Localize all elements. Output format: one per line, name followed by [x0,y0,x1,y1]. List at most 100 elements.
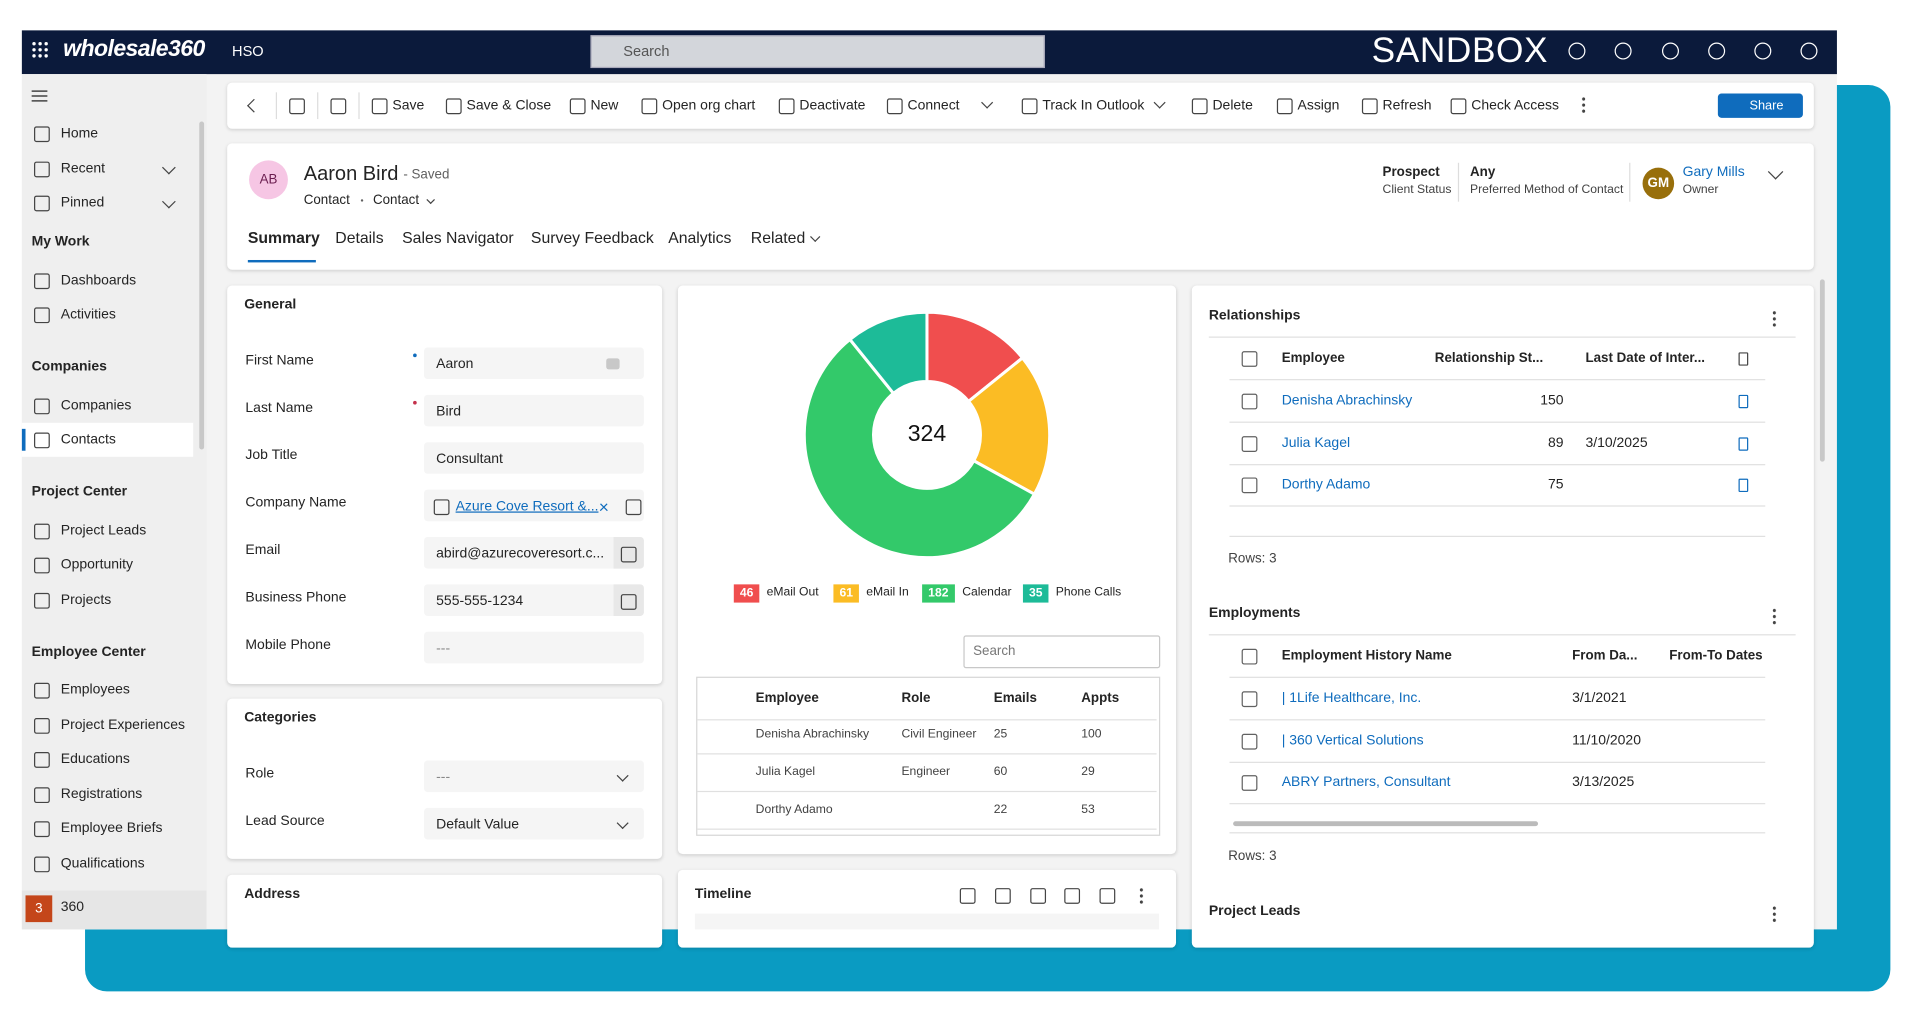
owner-name[interactable]: Gary Mills [1682,165,1745,180]
timeline-search[interactable] [694,913,1160,930]
donut-segment[interactable] [966,355,1052,497]
record-link[interactable]: | 360 Vertical Solutions [1281,733,1424,748]
icon[interactable] [34,523,50,539]
icon[interactable] [641,98,658,115]
nav-item[interactable]: Projects [60,592,112,607]
top-icon[interactable] [1661,42,1679,60]
icon[interactable] [1064,888,1081,904]
command[interactable]: Connect [907,98,960,113]
field-box[interactable] [424,394,644,427]
nav-item[interactable]: Pinned [60,195,105,211]
app-launcher[interactable] [32,41,49,58]
tab[interactable]: Analytics [668,228,732,247]
field-value[interactable]: Azure Cove Resort &... [455,499,599,514]
icon[interactable] [34,307,50,324]
icon[interactable] [886,98,903,115]
icon[interactable] [1450,98,1467,115]
nav-item[interactable]: Opportunity [60,557,133,573]
hamburger[interactable] [31,89,49,104]
dropdown[interactable] [981,96,994,109]
record-link[interactable]: Denisha Abrachinsky [1281,393,1413,409]
field-box[interactable] [424,442,644,474]
form-chevron[interactable] [426,195,435,205]
icon[interactable] [34,432,50,449]
icon[interactable] [34,126,50,143]
icon[interactable] [959,888,976,904]
nav-item[interactable]: Employees [60,682,130,698]
global-search[interactable] [590,35,1045,69]
icon[interactable] [445,98,462,115]
icon[interactable] [569,98,586,115]
icon[interactable] [34,195,50,212]
command[interactable]: Save [392,98,425,113]
legend-value[interactable]: 35 [1022,584,1049,603]
column-header[interactable]: Employment History Name [1281,648,1452,664]
kebab[interactable] [1772,905,1777,923]
column-header[interactable]: Last Date of Inter... [1585,351,1706,366]
table-search[interactable] [963,635,1161,669]
tab[interactable]: Details [335,228,384,247]
icon[interactable] [34,682,50,699]
nav-item[interactable]: Project Leads [60,523,147,538]
nav-item[interactable]: Registrations [60,786,143,802]
command[interactable]: Refresh [1382,98,1432,113]
checkbox[interactable] [1241,393,1258,410]
icon[interactable] [34,397,50,414]
overflow[interactable] [1581,95,1586,113]
header-icon[interactable] [1738,352,1749,366]
checkbox[interactable] [1241,351,1258,367]
command[interactable]: Open org chart [662,98,756,113]
record-link[interactable]: | 1Life Healthcare, Inc. [1281,691,1422,706]
kebab[interactable] [1139,886,1144,904]
nav-item[interactable]: Educations [60,752,130,767]
row-icon[interactable] [1738,478,1749,493]
top-icon[interactable] [1708,42,1726,60]
checkbox[interactable] [1241,435,1258,452]
checkbox[interactable] [1241,648,1258,665]
nav-item[interactable]: Companies [60,397,132,413]
icon[interactable] [34,786,50,803]
kebab[interactable] [1772,309,1777,327]
icon[interactable] [371,98,388,115]
field-action[interactable] [613,584,644,616]
icon[interactable] [1361,98,1378,115]
tab[interactable]: Survey Feedback [530,228,654,247]
tab[interactable]: Sales Navigator [402,228,514,247]
record-link[interactable]: Julia Kagel [1281,435,1351,451]
field-box[interactable] [424,584,644,616]
share-button[interactable] [1717,93,1803,118]
icon[interactable] [1021,98,1038,115]
record-link[interactable]: ABRY Partners, Consultant [1281,775,1451,790]
icon[interactable] [1191,98,1208,115]
tab-chevron[interactable] [810,231,821,243]
icon[interactable] [625,499,642,516]
icon[interactable] [34,855,50,872]
area-switcher[interactable] [21,890,207,930]
icon[interactable] [1099,888,1116,904]
icon[interactable] [34,821,50,838]
donut-segment[interactable] [847,310,929,396]
nav-item[interactable]: Home [60,126,99,141]
tab[interactable]: Summary [247,228,320,247]
dropdown[interactable] [1153,96,1166,109]
field-box[interactable] [424,489,644,522]
column-header[interactable]: From Da... [1572,648,1638,664]
command[interactable]: New [590,98,619,113]
icon[interactable] [289,98,305,115]
field-box[interactable] [424,631,644,664]
nav-item[interactable]: Activities [60,307,116,322]
legend-value[interactable]: 182 [922,584,955,603]
nav-item[interactable]: Employee Briefs [60,821,163,836]
row-icon[interactable] [1738,436,1749,451]
top-icon[interactable] [1568,42,1586,60]
record-link[interactable]: Dorthy Adamo [1281,477,1371,493]
icon[interactable] [34,717,50,734]
icon[interactable] [34,752,50,768]
back-arrow[interactable] [247,98,261,113]
field-select[interactable] [424,760,644,793]
nav-item[interactable]: Project Experiences [60,717,186,732]
checkbox[interactable] [1241,691,1258,708]
column-header[interactable]: From-To Dates [1669,648,1763,664]
share[interactable]: Share [1749,98,1784,113]
command[interactable]: Check Access [1471,98,1560,113]
